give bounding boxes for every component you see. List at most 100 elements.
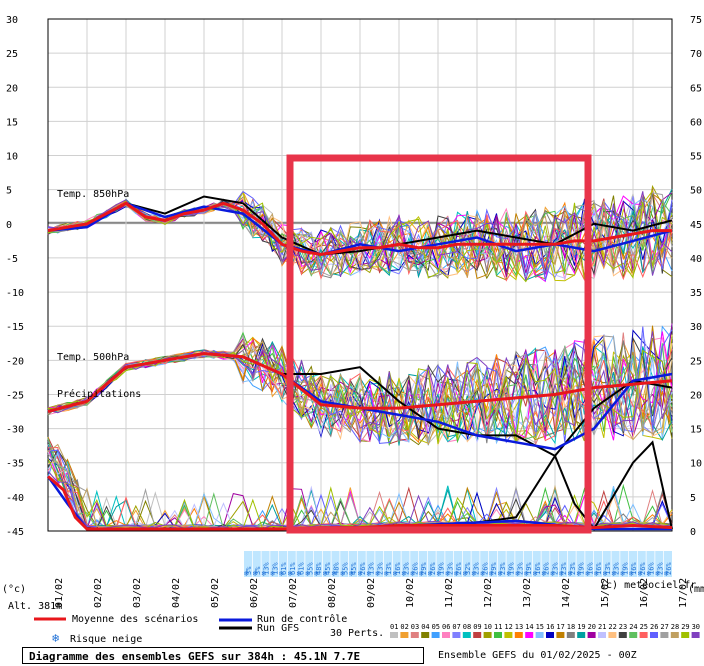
pert-number: 01	[390, 623, 398, 631]
snowflake-icon: ❄	[323, 569, 328, 578]
pert-swatch	[577, 632, 586, 638]
snowflake-icon: ❄	[454, 569, 459, 578]
snow-risk-value: 19%	[508, 562, 516, 575]
right-tick-label: 65	[690, 83, 702, 94]
pert-swatch	[514, 632, 523, 638]
member-line	[47, 334, 673, 444]
snow-cell	[559, 551, 567, 577]
pert-swatch	[639, 632, 648, 638]
snow-cell	[532, 551, 541, 577]
snowflake-icon: ❄	[594, 569, 599, 578]
right-tick-label: 55	[690, 152, 702, 163]
snow-cell	[445, 551, 454, 577]
snowflake-icon: ❄	[542, 569, 547, 578]
snow-risk-value: 23%	[516, 562, 524, 575]
snowflake-icon: ❄	[577, 569, 582, 578]
snow-cell	[576, 551, 585, 577]
right-tick-label: 60	[690, 117, 702, 128]
snow-cell	[480, 551, 489, 577]
pert-number: 06	[442, 623, 450, 631]
snowflake-icon: ❄	[638, 569, 643, 578]
snowflake-icon: ❄	[262, 569, 267, 578]
x-tick-label: 17/02	[678, 578, 689, 608]
pert-number: 02	[400, 623, 408, 631]
snow-cell	[489, 551, 497, 577]
series-control-t850	[47, 201, 673, 256]
snow-cell	[305, 551, 314, 577]
snow-cell	[410, 551, 419, 577]
right-tick-label: 30	[690, 322, 702, 333]
highlight-box	[286, 154, 592, 534]
snowflake-icon: ❄	[524, 569, 529, 578]
member-precip-line	[47, 458, 673, 530]
snow-risk-value: 13%	[271, 562, 279, 575]
series-gfs-t850	[47, 195, 673, 256]
snow-risk-value: 23%	[499, 562, 507, 575]
right-tick-label: 40	[690, 254, 702, 265]
x-tick-label: 08/02	[327, 578, 338, 608]
snow-cell	[602, 551, 611, 577]
left-tick-label: 0	[6, 220, 12, 231]
footer-title: Diagramme des ensembles GEFS sur 384h : …	[22, 647, 424, 664]
pert-swatch	[431, 632, 440, 638]
snowflake-icon: ❄	[445, 569, 450, 578]
snow-cell	[296, 551, 305, 577]
series-mean-t500	[47, 351, 673, 413]
pert-number: 14	[525, 623, 533, 631]
snow-risk-value: 19%	[621, 562, 629, 575]
left-tick-label: 20	[6, 83, 18, 94]
pert-number: 20	[588, 623, 596, 631]
snowflake-icon: ❄	[332, 569, 337, 578]
pert-number: 13	[515, 623, 523, 631]
snow-risk-value: 45%	[350, 562, 358, 575]
pert-number: 10	[484, 623, 492, 631]
left-tick-label: -40	[6, 493, 24, 504]
legend-snow-label: Risque neige	[70, 634, 142, 645]
snow-risk-value: 16%	[534, 562, 542, 575]
snowflake-icon: ❄	[585, 569, 590, 578]
snow-cell	[506, 551, 515, 577]
pert-swatch	[566, 632, 575, 638]
left-tick-label: -5	[6, 254, 18, 265]
pert-swatch	[681, 632, 690, 638]
pert-number: 22	[608, 623, 616, 631]
left-tick-label: -15	[6, 322, 24, 333]
snow-cell	[664, 551, 672, 577]
snow-risk-value: 16%	[648, 562, 656, 575]
snow-risk-value: 23%	[551, 562, 559, 575]
snow-cell	[629, 551, 637, 577]
pert-swatch	[494, 632, 502, 638]
right-tick-label: 25	[690, 356, 702, 367]
altitude-label: Alt. 381m	[8, 601, 62, 612]
snow-risk-value: 26%	[429, 562, 437, 575]
snow-cell	[497, 551, 506, 577]
snow-risk-value: 26%	[665, 562, 673, 575]
pert-number: 17	[556, 623, 564, 631]
x-tick-label: 13/02	[522, 578, 533, 608]
pert-swatch	[587, 632, 596, 638]
snowflake-icon: ❄	[507, 569, 512, 578]
left-tick-label: 15	[6, 117, 18, 128]
snow-cell	[244, 551, 252, 577]
pert-number: 05	[432, 623, 440, 631]
legend: Moyenne des scénarios Run de contrôle Ru…	[34, 613, 700, 645]
snow-risk-value: 23%	[656, 562, 664, 575]
snowflake-icon: ❄	[402, 569, 407, 578]
snow-risk-value: 3%	[254, 566, 262, 575]
snow-cell	[261, 551, 270, 577]
snow-risk-value: 19%	[578, 562, 586, 575]
snowflake-icon: ❄	[533, 569, 538, 578]
x-tick-label: 09/02	[366, 578, 377, 608]
snowflake-icon: ❄	[52, 631, 59, 645]
pert-number: 25	[640, 623, 648, 631]
snow-risk-value: 26%	[481, 562, 489, 575]
snowflake-icon: ❄	[629, 569, 634, 578]
snow-risk-value: 19%	[438, 562, 446, 575]
snowflake-icon: ❄	[612, 569, 617, 578]
snowflake-icon: ❄	[375, 569, 380, 578]
pert-swatch	[400, 632, 409, 638]
snow-risk-value: 13%	[263, 562, 271, 575]
snow-risk-value: 23%	[376, 562, 384, 575]
pert-swatch	[452, 632, 461, 638]
